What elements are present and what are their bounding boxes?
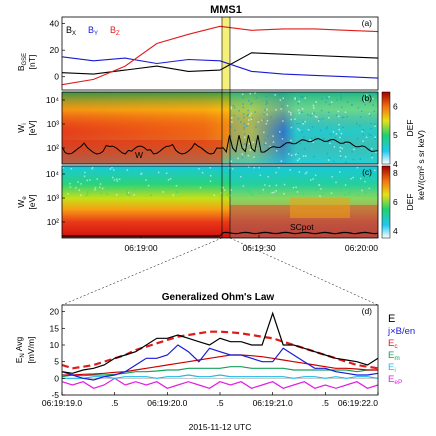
xtick-label-d: .5 bbox=[216, 398, 223, 408]
ytick-label-d: 5 bbox=[54, 357, 59, 367]
colorbar-c-tick: 8 bbox=[393, 168, 398, 178]
ytick-label-b: 10⁴ bbox=[46, 95, 59, 105]
ohms-law-title: Generalized Ohm's Law bbox=[162, 292, 275, 303]
panel-c-ylabel-unit: [eV] bbox=[27, 194, 37, 209]
zoom-line-left bbox=[61, 237, 223, 306]
legend-d-5: EeP bbox=[388, 374, 402, 386]
series-line-em bbox=[61, 366, 378, 378]
legend-d-3: Em bbox=[388, 350, 400, 362]
colorbar-c-tick: 4 bbox=[393, 226, 398, 236]
panel-b: W (b) 10² 10³ 10⁴ Wi [eV] 4 5 6 DEF bbox=[16, 91, 415, 169]
legend-d-0: E bbox=[388, 313, 395, 325]
colorbar-b-tick: 5 bbox=[393, 130, 398, 140]
panel-a-ylabel: BGSE bbox=[16, 53, 28, 71]
ytick-label-b: 10³ bbox=[47, 119, 59, 129]
panel-d-tag: (d) bbox=[362, 306, 373, 316]
ytick-label-b: 10² bbox=[47, 143, 59, 153]
xtick-label-c: 06:20:00 bbox=[345, 243, 378, 253]
xtick-label-c: 06:19:00 bbox=[124, 243, 157, 253]
xtick-label-d: 06:19:22.0 bbox=[338, 398, 378, 408]
xtick-label-d: .5 bbox=[111, 398, 118, 408]
xtick-label-d: 06:19:20.0 bbox=[147, 398, 187, 408]
panel-a-ylabel-unit: [nT] bbox=[27, 55, 37, 70]
xtick-label-c: 06:19:30 bbox=[242, 243, 275, 253]
panel-d-ylabel: EN Avg bbox=[14, 336, 26, 363]
panel-c: SCpot (c) 10² 10³ 10⁴ We [eV] 4 6 8 DEF keV/… bbox=[16, 130, 426, 253]
series-line-by bbox=[61, 56, 379, 79]
colorbar-c bbox=[381, 165, 391, 239]
ylabel-we: W bbox=[16, 200, 26, 208]
colorbar-b-tick: 6 bbox=[393, 101, 398, 111]
colorbar-c-tick: 6 bbox=[393, 197, 398, 207]
panel-a-legend: BX BY BZ bbox=[66, 25, 120, 37]
figure-title: MMS1 bbox=[210, 4, 242, 16]
panel-d-ylabel-unit: [mV/m] bbox=[26, 337, 36, 364]
ytick-label-d: -5 bbox=[51, 390, 59, 400]
series-line-bz bbox=[61, 25, 379, 86]
ytick-label-d: 10 bbox=[50, 340, 60, 350]
date-label: 2015-11-12 UTC bbox=[189, 422, 252, 432]
scpot-line bbox=[62, 231, 379, 237]
series-line-jben bbox=[61, 344, 379, 381]
xtick-label-d: .5 bbox=[322, 398, 329, 408]
panel-a-tag: (a) bbox=[362, 18, 373, 28]
colorbar-units: keV/(cm² s sr keV) bbox=[416, 130, 426, 200]
scpot-label: SCpot bbox=[290, 222, 314, 232]
ytick-label-c: 10³ bbox=[47, 193, 59, 203]
zoom-line-right bbox=[229, 237, 379, 306]
ytick-label-d: 15 bbox=[50, 323, 60, 333]
ytick-label-a: 20 bbox=[50, 45, 60, 55]
series-line-ei bbox=[62, 374, 379, 379]
ylabel-w: W bbox=[16, 125, 26, 133]
panel-b-tag: (b) bbox=[362, 93, 373, 103]
ylabel-e-sub: N bbox=[20, 353, 26, 357]
ytick-label-d: 20 bbox=[50, 307, 60, 317]
ylabel-we-sub: e bbox=[22, 196, 28, 200]
legend-bx: BX bbox=[66, 25, 76, 37]
legend-d-2: Ec bbox=[388, 338, 398, 350]
highlight-band-a bbox=[222, 17, 230, 90]
ylabel-b: B bbox=[16, 65, 26, 71]
colorbar-b-tick: 4 bbox=[393, 159, 398, 169]
ytick-label-a: 0 bbox=[54, 72, 59, 82]
xtick-label-d: 06:19:21.0 bbox=[253, 398, 293, 408]
panel-a: (a) BX BY BZ 0 20 40 BGSE [nT] bbox=[16, 16, 379, 91]
legend-d-1: j×B/en bbox=[387, 326, 415, 337]
xtick-label-d: 06:19:19.0 bbox=[42, 398, 82, 408]
ytick-label-a: 40 bbox=[50, 19, 60, 29]
series-line-ec bbox=[62, 354, 378, 376]
colorbar-b-label: DEF bbox=[405, 120, 415, 137]
panel-c-tag: (c) bbox=[362, 167, 372, 177]
ytick-label-d: 0 bbox=[54, 373, 59, 383]
colorbar-b bbox=[381, 91, 391, 165]
panel-b-ylabel-unit: [eV] bbox=[27, 120, 37, 135]
ytick-label-c: 10⁴ bbox=[46, 169, 59, 179]
ylabel-b-sub: GSE bbox=[22, 53, 28, 66]
ion-temperature-line bbox=[61, 135, 379, 155]
panel-b-overlay-label: W bbox=[135, 150, 143, 160]
panel-d: (d) -5 0 5 10 15 20 06:19:19.0 .5 06:19:20.0 .5 0… bbox=[14, 304, 415, 432]
series-line-bx bbox=[61, 52, 379, 75]
colorbar-c-label: DEF bbox=[405, 194, 415, 211]
legend-by: BY bbox=[88, 25, 98, 37]
legend-d-4: Ei bbox=[388, 362, 396, 374]
ylabel-e-avg: Avg bbox=[14, 336, 24, 351]
panel-b-ylabel: Wi bbox=[16, 123, 28, 132]
ytick-label-c: 10² bbox=[47, 217, 59, 227]
panel-c-ylabel: We bbox=[16, 196, 28, 208]
legend-bz: BZ bbox=[110, 25, 120, 37]
ylabel-e: E bbox=[14, 357, 24, 363]
series-line-e bbox=[61, 311, 379, 374]
ylabel-w-sub: i bbox=[22, 123, 28, 124]
